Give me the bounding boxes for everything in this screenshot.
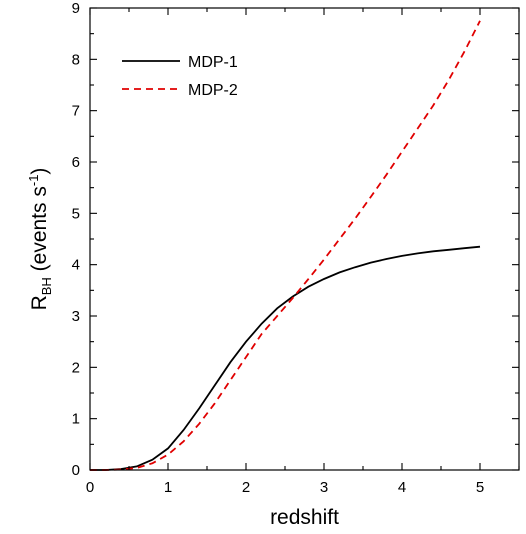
y-tick-label: 6 <box>72 154 80 171</box>
y-tick-label: 1 <box>72 411 80 428</box>
y-axis-title-units-close: ) <box>28 168 51 175</box>
legend-label-mdp-1: MDP-1 <box>188 54 238 71</box>
y-tick-label: 0 <box>72 462 80 479</box>
series-line-mdp-1 <box>90 245 481 471</box>
y-tick-label: 9 <box>72 0 80 17</box>
y-tick-label: 5 <box>72 205 80 222</box>
plot-frame <box>89 7 520 471</box>
y-axis-title-units: (events s <box>28 186 51 277</box>
series-line-mdp-2 <box>90 20 481 471</box>
y-axis-title: RBH (events s-1) <box>26 168 54 311</box>
y-axis-title-main: R <box>28 295 51 310</box>
y-axis-title-subscript: BH <box>39 277 54 295</box>
y-tick-label: 8 <box>72 51 80 68</box>
legend-label-mdp-2: MDP-2 <box>188 82 238 99</box>
series-layer <box>90 20 481 471</box>
legend: MDP-1 MDP-2 <box>122 54 238 99</box>
x-tick-label: 4 <box>398 479 406 496</box>
axes-layer: 0 1 2 3 4 5 0 1 2 3 4 5 6 7 8 9 <box>72 0 520 496</box>
y-tick-label: 2 <box>72 359 80 376</box>
y-tick-label: 7 <box>72 103 80 120</box>
y-axis-title-superscript: -1 <box>26 175 41 187</box>
x-axis-title: redshift <box>270 506 339 529</box>
x-tick-label: 5 <box>476 479 484 496</box>
x-tick-label: 1 <box>164 479 172 496</box>
x-tick-label: 0 <box>86 479 94 496</box>
y-tick-label: 4 <box>72 257 80 274</box>
x-tick-label: 3 <box>320 479 328 496</box>
x-tick-label: 2 <box>242 479 250 496</box>
y-tick-label: 3 <box>72 308 80 325</box>
